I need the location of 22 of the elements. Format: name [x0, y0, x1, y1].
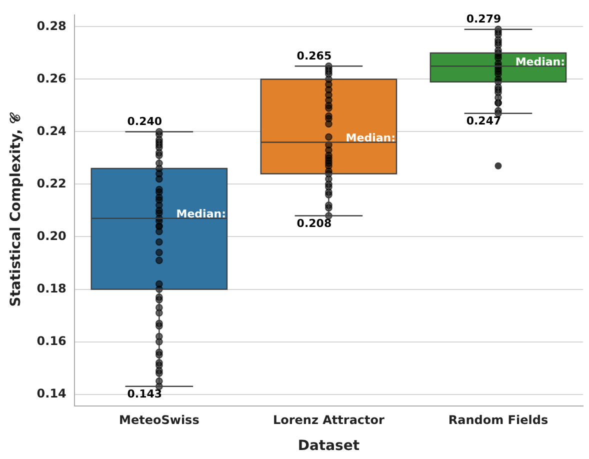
y-tick-label: 0.28	[36, 18, 66, 33]
annotation: Median:	[515, 55, 566, 68]
y-tick-label: 0.16	[36, 334, 66, 348]
annotation: Median:	[346, 132, 396, 145]
y-tick-label: 0.22	[36, 176, 66, 190]
x-axis-title: Dataset	[298, 438, 360, 454]
x-tick-label: MeteoSwiss	[119, 413, 200, 428]
y-tick-label: 0.24	[36, 124, 66, 138]
y-tick-label: 0.18	[36, 281, 66, 296]
x-tick-label: Lorenz Attractor	[272, 413, 384, 428]
annotation: 0.208	[296, 217, 332, 230]
x-tick-label: Random Fields	[448, 413, 548, 428]
annotation: 0.279	[466, 12, 502, 26]
annotation: 0.240	[127, 115, 162, 128]
y-tick-label: 0.26	[36, 71, 66, 86]
annotation: 0.247	[466, 114, 502, 128]
y-axis-title: Statistical Complexity, 𝒞	[8, 112, 24, 307]
annotation: 0.265	[296, 49, 332, 62]
annotation: 0.143	[127, 388, 162, 401]
y-tick-label: 0.20	[36, 228, 66, 243]
annotation: Median:	[176, 208, 226, 221]
y-tick-label: 0.14	[36, 386, 66, 400]
